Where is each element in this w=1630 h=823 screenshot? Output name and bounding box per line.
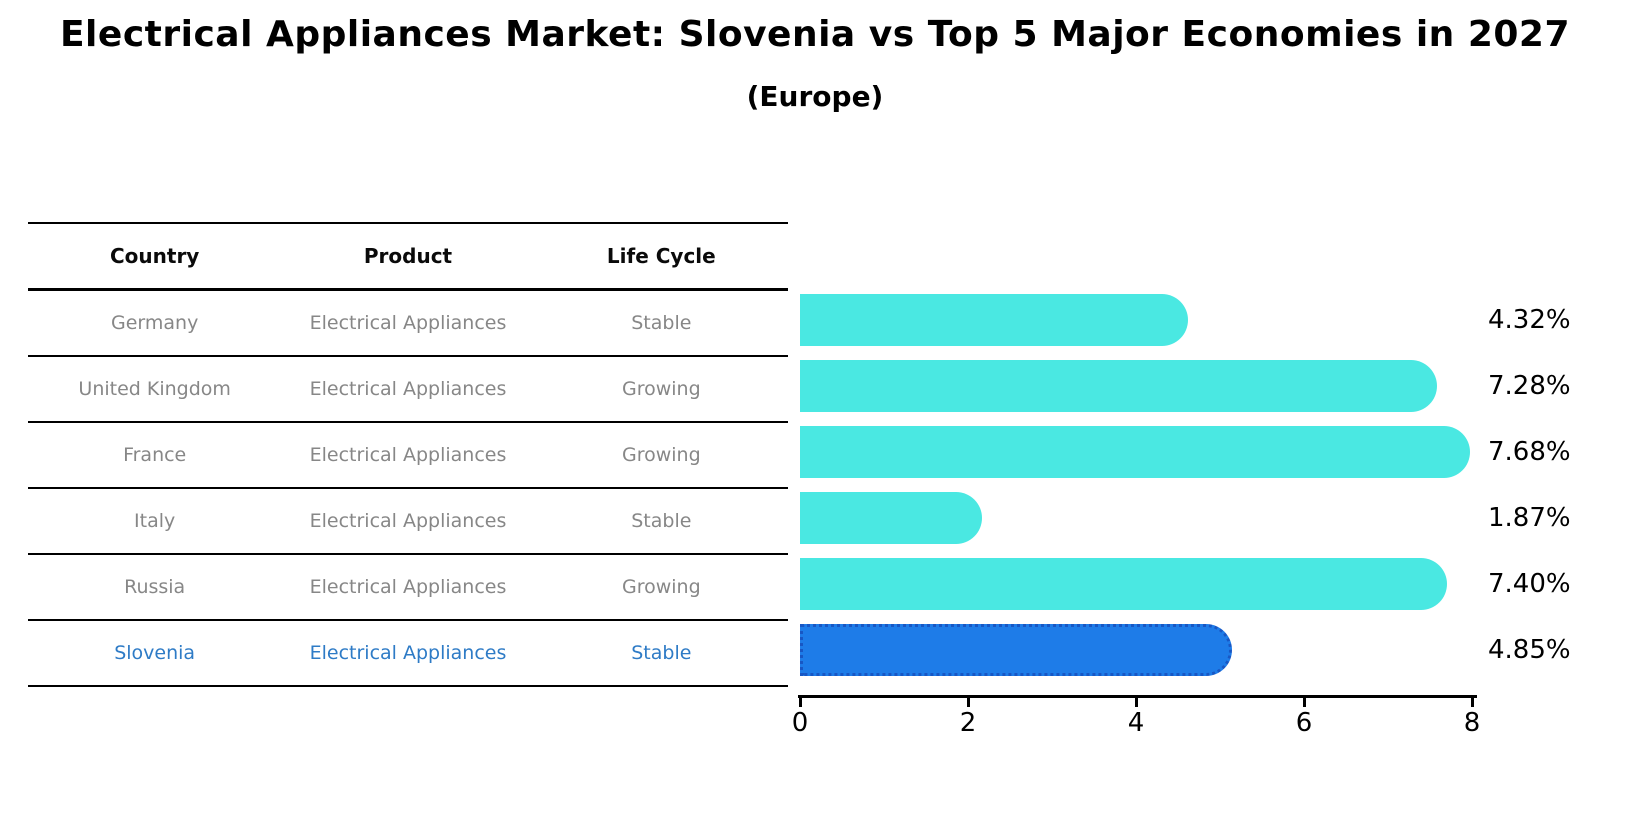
table-cell-life-cycle: Stable <box>534 488 788 555</box>
table-cell-country: Germany <box>28 289 282 357</box>
bar-value-label: 4.32% <box>1488 305 1571 335</box>
x-axis-tick-label: 2 <box>959 708 977 738</box>
table-cell-life-cycle: Growing <box>534 554 788 621</box>
table-cell-country: Russia <box>28 554 282 621</box>
x-axis-tick <box>799 698 802 707</box>
x-axis-tick <box>1135 698 1138 707</box>
table-cell-life-cycle: Growing <box>534 422 788 489</box>
table-cell-life-cycle: Growing <box>534 356 788 423</box>
table-row: France Electrical Appliances Growing <box>28 422 788 489</box>
table-header-country: Country <box>28 222 282 291</box>
table-cell-product: Electrical Appliances <box>281 488 535 555</box>
bar <box>800 426 1470 478</box>
table-header: Country Product Life Cycle <box>28 222 788 291</box>
x-axis-tick-label: 8 <box>1463 708 1481 738</box>
table-row: Italy Electrical Appliances Stable <box>28 488 788 555</box>
bar-value-label: 1.87% <box>1488 503 1571 533</box>
x-axis-tick <box>1303 698 1306 707</box>
country-table-wrap: Country Product Life Cycle Germany Elect… <box>28 222 788 687</box>
table-cell-product: Electrical Appliances <box>281 620 535 687</box>
table-row: United Kingdom Electrical Appliances Gro… <box>28 356 788 423</box>
x-axis-tick <box>1471 698 1474 707</box>
bar <box>800 294 1188 346</box>
table-cell-product: Electrical Appliances <box>281 554 535 621</box>
table-cell-country: Slovenia <box>28 620 282 687</box>
bar-value-label: 4.85% <box>1488 635 1571 665</box>
bar-value-label: 7.28% <box>1488 371 1571 401</box>
table-row: Russia Electrical Appliances Growing <box>28 554 788 621</box>
x-axis-line <box>798 695 1477 698</box>
table-cell-life-cycle: Stable <box>534 620 788 687</box>
table-header-life-cycle: Life Cycle <box>534 222 788 291</box>
table-cell-life-cycle: Stable <box>534 289 788 357</box>
table-header-row: Country Product Life Cycle <box>28 222 788 291</box>
table-cell-country: France <box>28 422 282 489</box>
bar <box>800 558 1447 610</box>
page-title: Electrical Appliances Market: Slovenia v… <box>59 14 1571 55</box>
table-header-product: Product <box>281 222 535 291</box>
table-cell-product: Electrical Appliances <box>281 356 535 423</box>
x-axis-tick-label: 4 <box>1127 708 1145 738</box>
x-axis-tick-label: 6 <box>1295 708 1313 738</box>
bar <box>800 360 1437 412</box>
data-table: Country Product Life Cycle Germany Elect… <box>28 222 788 687</box>
table-cell-product: Electrical Appliances <box>281 422 535 489</box>
bar <box>800 624 1232 676</box>
table-cell-country: Italy <box>28 488 282 555</box>
table-cell-product: Electrical Appliances <box>281 289 535 357</box>
table-body: Germany Electrical Appliances Stable Uni… <box>28 289 788 687</box>
x-axis-tick-label: 0 <box>791 708 809 738</box>
page-subtitle: (Europe) <box>746 80 884 113</box>
bar <box>800 492 982 544</box>
bar-value-label: 7.40% <box>1488 569 1571 599</box>
table-row: Germany Electrical Appliances Stable <box>28 289 788 357</box>
table-cell-country: United Kingdom <box>28 356 282 423</box>
table-row: Slovenia Electrical Appliances Stable <box>28 620 788 687</box>
bar-value-label: 7.68% <box>1488 437 1571 467</box>
x-axis-tick <box>967 698 970 707</box>
